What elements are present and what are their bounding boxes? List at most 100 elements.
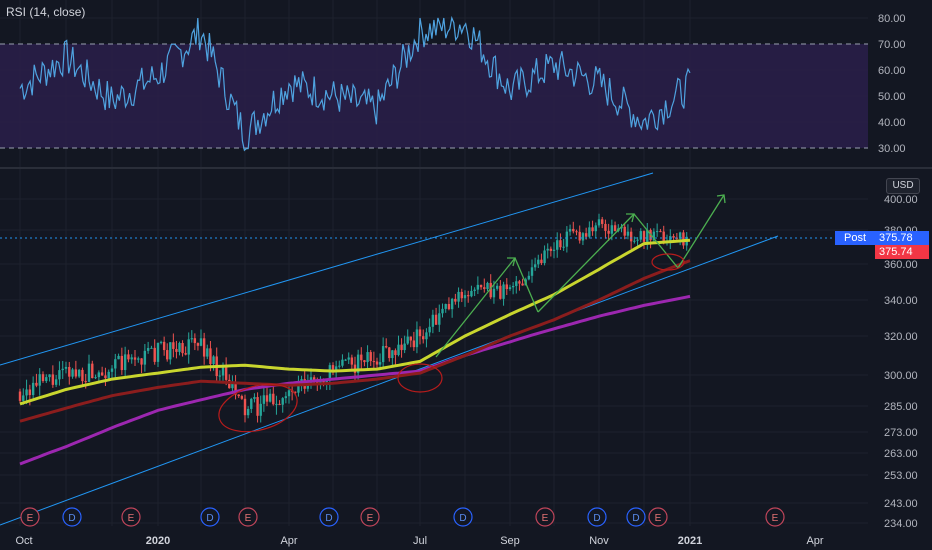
ma-mid-line: [19, 259, 691, 423]
candle-body: [400, 344, 403, 351]
candle-body: [316, 380, 319, 385]
event-marker-label: E: [27, 513, 34, 524]
time-axis-label: Apr: [806, 535, 823, 547]
candle-body: [385, 346, 388, 348]
candle-body: [460, 291, 463, 299]
rsi-indicator-label[interactable]: RSI (14, close): [6, 5, 86, 19]
candle-body: [234, 382, 237, 395]
candle-body: [64, 366, 68, 369]
earnings-marker[interactable]: E: [238, 507, 258, 527]
time-axis-label: Nov: [589, 535, 609, 547]
arrow-drop-1: [514, 257, 539, 313]
candle-body: [422, 336, 425, 340]
candle-body: [181, 343, 184, 354]
candle-body: [265, 395, 269, 402]
candle-body: [38, 374, 41, 386]
candle-body: [250, 398, 253, 409]
candle-body: [568, 228, 572, 232]
candle-body: [441, 308, 444, 314]
candle-body: [508, 287, 512, 290]
rsi-axis-tick: 70.00: [878, 39, 906, 51]
dividend-marker[interactable]: D: [200, 507, 220, 527]
event-marker-label: E: [245, 513, 252, 524]
candle-body: [338, 365, 341, 367]
price-axis-tick: 243.00: [884, 498, 918, 510]
rsi-panel: [0, 15, 868, 152]
dividend-marker[interactable]: D: [587, 507, 607, 527]
candle-body: [489, 282, 492, 298]
candle-body: [578, 231, 581, 241]
earnings-marker[interactable]: E: [121, 507, 141, 527]
candle-body: [341, 359, 344, 366]
candle-body: [237, 394, 240, 397]
earnings-marker[interactable]: E: [360, 507, 380, 527]
event-marker-label: D: [206, 513, 213, 524]
price-axis-tick: 320.00: [884, 331, 918, 343]
candle-body: [224, 366, 228, 380]
candle-body: [540, 259, 543, 264]
candle-body: [104, 375, 107, 379]
candle-body: [588, 227, 591, 237]
candle-body: [172, 342, 175, 349]
price-axis-tick: 300.00: [884, 370, 918, 382]
earnings-marker[interactable]: E: [20, 507, 40, 527]
annotation-arrows: [435, 194, 726, 358]
candle-body: [470, 290, 473, 297]
arrow-rise-3: [677, 194, 725, 269]
candle-body: [597, 219, 601, 226]
event-marker-ring: [535, 507, 555, 527]
time-axis-label: 2020: [146, 535, 170, 547]
candle-body: [537, 259, 540, 265]
dividend-marker[interactable]: D: [626, 507, 646, 527]
candle-body: [347, 357, 350, 360]
currency-button[interactable]: USD: [886, 178, 920, 194]
earnings-marker[interactable]: E: [765, 507, 785, 527]
candle-body: [499, 285, 502, 299]
candle-body: [463, 295, 467, 299]
candle-body: [137, 358, 140, 360]
candle-body: [231, 382, 234, 389]
candle-body: [607, 230, 610, 234]
dividend-marker[interactable]: D: [453, 507, 473, 527]
candle-body: [306, 384, 310, 389]
candle-body: [565, 231, 569, 247]
candle-body: [511, 285, 515, 288]
candle-body: [74, 369, 78, 377]
circle-december-retest: [651, 253, 685, 271]
candle-body: [87, 363, 91, 382]
rsi-axis: 80.00 70.00 60.00 50.00 40.00 30.00: [878, 13, 906, 155]
candle-body: [378, 362, 382, 365]
event-marker-label: D: [632, 513, 639, 524]
candle-body: [591, 227, 594, 232]
candle-body: [117, 355, 120, 360]
candle-body: [575, 231, 578, 233]
candle-body: [613, 225, 617, 231]
candle-body: [275, 403, 278, 405]
candle-body: [196, 343, 200, 346]
time-axis: Oct 2020 Apr Jul Sep Nov 2021 Apr: [15, 535, 823, 547]
candle-body: [246, 408, 250, 416]
candle-body: [363, 360, 366, 363]
candle-body: [594, 225, 597, 232]
candle-body: [659, 231, 662, 233]
event-marker-label: E: [367, 513, 374, 524]
candle-body: [77, 369, 81, 377]
dividend-marker[interactable]: D: [62, 507, 82, 527]
dividend-marker[interactable]: D: [319, 507, 339, 527]
time-axis-label: Jul: [413, 535, 427, 547]
earnings-marker[interactable]: E: [535, 507, 555, 527]
candle-body: [334, 366, 338, 370]
candle-body: [584, 233, 588, 237]
candle-body: [175, 348, 178, 352]
candle-body: [412, 340, 416, 348]
candle-body: [262, 395, 266, 404]
candle-body: [397, 344, 400, 356]
price-axis-tick: 234.00: [884, 518, 918, 530]
candle-body: [431, 314, 435, 327]
event-marker-label: E: [772, 513, 779, 524]
candle-body: [107, 371, 110, 379]
earnings-marker[interactable]: E: [648, 507, 668, 527]
candle-body: [130, 357, 133, 360]
